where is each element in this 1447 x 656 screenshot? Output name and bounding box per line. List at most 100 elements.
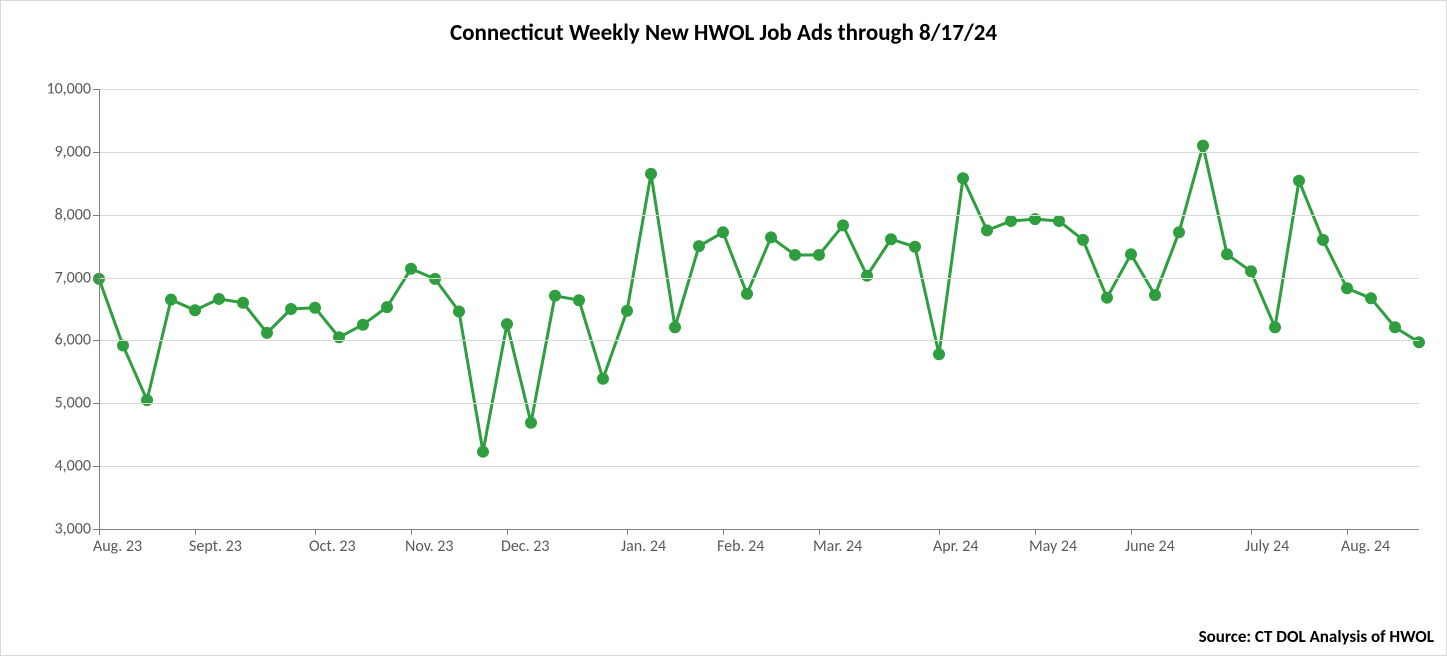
x-tick-mark [1131, 529, 1132, 535]
x-tick-label: Aug. 24 [1341, 537, 1390, 556]
data-point [189, 304, 201, 316]
data-point [1293, 175, 1305, 187]
data-point [357, 319, 369, 331]
data-point [837, 219, 849, 231]
x-tick-mark [939, 529, 940, 535]
x-tick-label: Apr. 24 [933, 537, 979, 556]
x-tick-label: Dec. 23 [501, 537, 549, 556]
gridline [99, 340, 1419, 341]
x-tick-mark [315, 529, 316, 535]
data-point [381, 301, 393, 313]
x-tick-mark [1035, 529, 1036, 535]
chart-container: Connecticut Weekly New HWOL Job Ads thro… [0, 0, 1447, 656]
data-point [1245, 265, 1257, 277]
data-point [429, 273, 441, 285]
data-point [501, 318, 513, 330]
y-axis-line [99, 89, 100, 529]
data-point [621, 305, 633, 317]
data-point [1101, 292, 1113, 304]
source-note: Source: CT DOL Analysis of HWOL [1199, 626, 1434, 647]
data-point [453, 306, 465, 318]
data-point [645, 168, 657, 180]
data-point [669, 321, 681, 333]
x-tick-label: July 24 [1245, 537, 1289, 556]
y-tick-label: 3,000 [55, 520, 91, 539]
data-point [789, 249, 801, 261]
data-point [1413, 336, 1425, 348]
data-point [573, 294, 585, 306]
data-point [909, 241, 921, 253]
data-point [165, 294, 177, 306]
x-tick-mark [99, 529, 100, 535]
data-point [525, 417, 537, 429]
data-point [1077, 234, 1089, 246]
data-point [309, 302, 321, 314]
x-tick-mark [411, 529, 412, 535]
x-tick-label: May 24 [1029, 537, 1077, 556]
data-point [1221, 248, 1233, 260]
x-tick-label: Feb. 24 [717, 537, 764, 556]
data-point [549, 290, 561, 302]
data-point [813, 249, 825, 261]
data-point [1341, 282, 1353, 294]
data-point [333, 331, 345, 343]
x-tick-mark [723, 529, 724, 535]
x-tick-mark [819, 529, 820, 535]
data-point [1125, 248, 1137, 260]
x-tick-mark [195, 529, 196, 535]
y-tick-label: 5,000 [55, 394, 91, 413]
data-point [1173, 226, 1185, 238]
line-chart-svg [99, 89, 1419, 529]
data-point [1389, 321, 1401, 333]
x-tick-label: Oct. 23 [309, 537, 356, 556]
data-point [1149, 289, 1161, 301]
data-line [99, 146, 1419, 452]
x-tick-label: Jan. 24 [621, 537, 666, 556]
x-tick-label: June 24 [1125, 537, 1175, 556]
data-point [885, 233, 897, 245]
gridline [99, 152, 1419, 153]
data-point [141, 394, 153, 406]
x-tick-mark [627, 529, 628, 535]
data-point [741, 288, 753, 300]
x-tick-label: Nov. 23 [405, 537, 453, 556]
x-axis-line [99, 529, 1419, 530]
data-point [765, 231, 777, 243]
x-tick-label: Aug. 23 [93, 537, 142, 556]
data-point [861, 270, 873, 282]
gridline [99, 466, 1419, 467]
data-point [213, 293, 225, 305]
x-tick-mark [507, 529, 508, 535]
y-tick-label: 9,000 [55, 142, 91, 161]
data-point [237, 297, 249, 309]
data-point [477, 446, 489, 458]
gridline [99, 89, 1419, 90]
gridline [99, 215, 1419, 216]
data-point [693, 240, 705, 252]
chart-title: Connecticut Weekly New HWOL Job Ads thro… [1, 19, 1446, 47]
data-point [717, 226, 729, 238]
data-point [1053, 215, 1065, 227]
data-point [981, 224, 993, 236]
data-point [1365, 292, 1377, 304]
data-point [261, 327, 273, 339]
data-point [1317, 234, 1329, 246]
data-point [1005, 215, 1017, 227]
y-tick-label: 4,000 [55, 457, 91, 476]
data-point [597, 373, 609, 385]
y-tick-label: 10,000 [46, 80, 91, 99]
y-tick-label: 6,000 [55, 331, 91, 350]
gridline [99, 403, 1419, 404]
gridline [99, 278, 1419, 279]
data-point [933, 348, 945, 360]
data-point [1197, 140, 1209, 152]
x-tick-mark [1347, 529, 1348, 535]
data-point [285, 303, 297, 315]
x-tick-label: Mar. 24 [813, 537, 862, 556]
data-point [1269, 321, 1281, 333]
x-tick-label: Sept. 23 [189, 537, 242, 556]
y-tick-label: 7,000 [55, 268, 91, 287]
data-point [957, 172, 969, 184]
x-tick-mark [1251, 529, 1252, 535]
data-point [405, 263, 417, 275]
